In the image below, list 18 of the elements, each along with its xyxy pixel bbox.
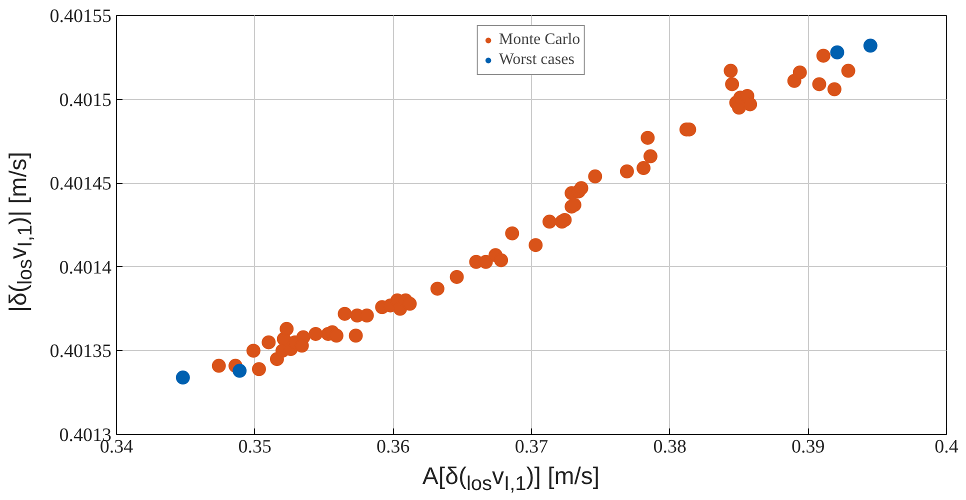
legend-label: Worst cases — [498, 51, 574, 69]
point — [863, 38, 878, 53]
x-tick-label: 0.39 — [792, 436, 825, 458]
x-tick-label: 0.37 — [514, 436, 548, 458]
y-tick-label: 0.4015 — [59, 90, 112, 111]
point — [232, 364, 247, 378]
x-axis-title: A[δ($_{los}$v$_{I,1}$)] [m/s] — [421, 462, 601, 497]
x-tick-label: 0.38 — [653, 436, 686, 458]
legend-label: Monte Carlo — [498, 31, 580, 49]
y-tick-label: 0.40145 — [50, 174, 112, 195]
y-tick-label: 0.4014 — [59, 257, 112, 278]
y-tick-label: 0.40155 — [50, 6, 112, 27]
point — [176, 370, 190, 385]
y-tick-label: 0.40135 — [50, 341, 112, 362]
x-tick-label: 0.35 — [238, 436, 272, 458]
x-tick-label: 0.4 — [934, 436, 959, 458]
x-tick-label: 0.36 — [376, 436, 410, 458]
point — [830, 45, 844, 60]
